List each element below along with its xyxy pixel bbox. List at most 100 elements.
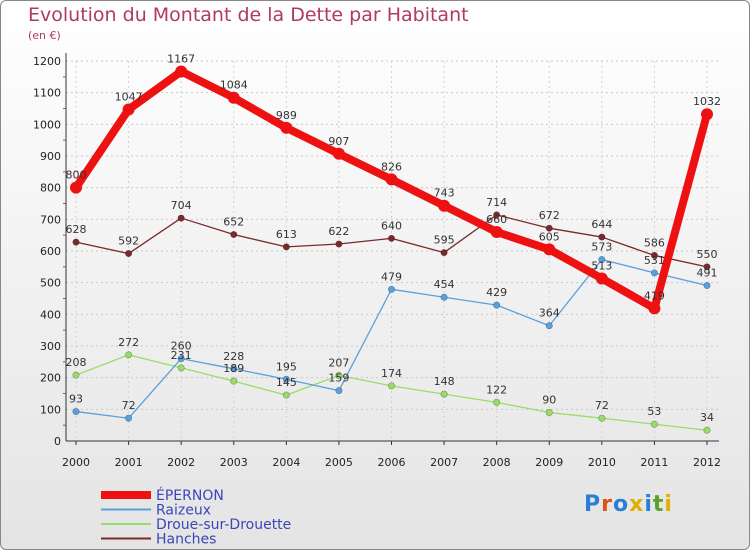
data-point	[282, 243, 290, 251]
y-tick-label: 200	[40, 372, 61, 385]
data-point	[387, 382, 395, 390]
x-tick-label: 2011	[640, 456, 668, 469]
x-tick-label: 2004	[272, 456, 300, 469]
data-label: 272	[118, 336, 139, 349]
data-point	[703, 263, 711, 271]
data-label: 479	[381, 270, 402, 283]
chart-title: Evolution du Montant de la Dette par Hab…	[28, 4, 469, 26]
data-point	[72, 408, 80, 416]
logo-letter: t	[652, 492, 665, 517]
x-tick-label: 2003	[220, 456, 248, 469]
data-label: 122	[486, 383, 507, 396]
y-tick-label: 800	[40, 182, 61, 195]
data-point	[175, 65, 188, 78]
data-label: 228	[223, 350, 244, 363]
data-point	[122, 103, 135, 116]
proxiti-logo: Proxiti	[584, 492, 673, 517]
data-point	[595, 272, 608, 285]
data-point	[335, 387, 343, 395]
data-label: 605	[539, 230, 560, 243]
data-point	[230, 365, 238, 373]
x-tick-label: 2010	[588, 456, 616, 469]
data-point	[280, 121, 293, 134]
data-label: 714	[486, 196, 507, 209]
data-point	[125, 414, 133, 422]
x-tick-label: 2000	[62, 456, 90, 469]
data-point	[177, 214, 185, 222]
data-label: 148	[434, 375, 455, 388]
data-point	[227, 91, 240, 104]
data-label: 613	[276, 228, 297, 241]
data-label: 1032	[693, 95, 721, 108]
y-tick-label: 100	[40, 403, 61, 416]
data-label: 364	[539, 307, 560, 320]
data-label: 800	[66, 169, 87, 182]
data-point	[282, 391, 290, 399]
data-label: 644	[591, 218, 612, 231]
series--pernon	[70, 65, 713, 315]
data-label: 989	[276, 109, 297, 122]
legend-label: Droue-sur-Drouette	[156, 517, 291, 533]
data-point	[650, 251, 658, 259]
data-point	[490, 226, 503, 238]
data-label: 207	[328, 356, 349, 369]
data-label: 93	[69, 393, 83, 406]
data-point	[545, 322, 553, 330]
data-label: 1084	[220, 79, 248, 92]
series-raizeux	[72, 256, 711, 422]
data-label: 419	[644, 289, 665, 302]
data-label: 826	[381, 160, 402, 173]
data-label: 622	[328, 225, 349, 238]
data-point	[387, 285, 395, 293]
data-label: 628	[66, 223, 87, 236]
data-label: 672	[539, 209, 560, 222]
data-label: 531	[644, 254, 665, 267]
data-point	[543, 243, 556, 256]
data-point	[650, 420, 658, 428]
data-point	[177, 364, 185, 372]
data-point	[335, 240, 343, 248]
data-point	[650, 269, 658, 277]
chart-subtitle: (en €)	[28, 29, 61, 42]
data-label: 189	[223, 362, 244, 375]
data-point	[72, 238, 80, 246]
data-point	[332, 147, 345, 160]
data-point	[545, 408, 553, 416]
data-label: 907	[328, 135, 349, 148]
data-point	[598, 256, 606, 264]
data-label: 159	[328, 372, 349, 385]
data-point	[385, 173, 398, 186]
data-label: 1047	[115, 90, 143, 103]
y-tick-label: 1200	[33, 55, 61, 68]
data-label: 704	[171, 199, 192, 212]
data-label: 573	[591, 241, 612, 254]
legend-label: Hanches	[156, 532, 216, 548]
data-label: 491	[697, 267, 718, 280]
data-point	[177, 355, 185, 363]
logo-letter: P	[584, 492, 602, 517]
data-point	[703, 426, 711, 434]
logo-letter: r	[601, 492, 613, 517]
data-label: 550	[697, 248, 718, 261]
data-point	[335, 371, 343, 379]
data-label: 208	[66, 356, 87, 369]
data-label: 260	[171, 340, 192, 353]
legend-label: ÉPERNON	[156, 487, 224, 504]
x-tick-label: 2005	[325, 456, 353, 469]
data-label: 592	[118, 235, 139, 248]
data-point	[72, 371, 80, 379]
data-label: 231	[171, 349, 192, 362]
data-label: 195	[276, 360, 297, 373]
data-point	[230, 231, 238, 239]
data-point	[648, 302, 661, 315]
y-tick-label: 0	[54, 435, 61, 448]
y-tick-label: 1000	[33, 118, 61, 131]
data-label: 145	[276, 376, 297, 389]
x-tick-label: 2007	[430, 456, 458, 469]
data-point	[440, 293, 448, 301]
logo-letter: i	[644, 492, 653, 517]
data-point	[493, 211, 501, 219]
logo-letter: x	[629, 492, 645, 517]
data-point	[230, 377, 238, 385]
